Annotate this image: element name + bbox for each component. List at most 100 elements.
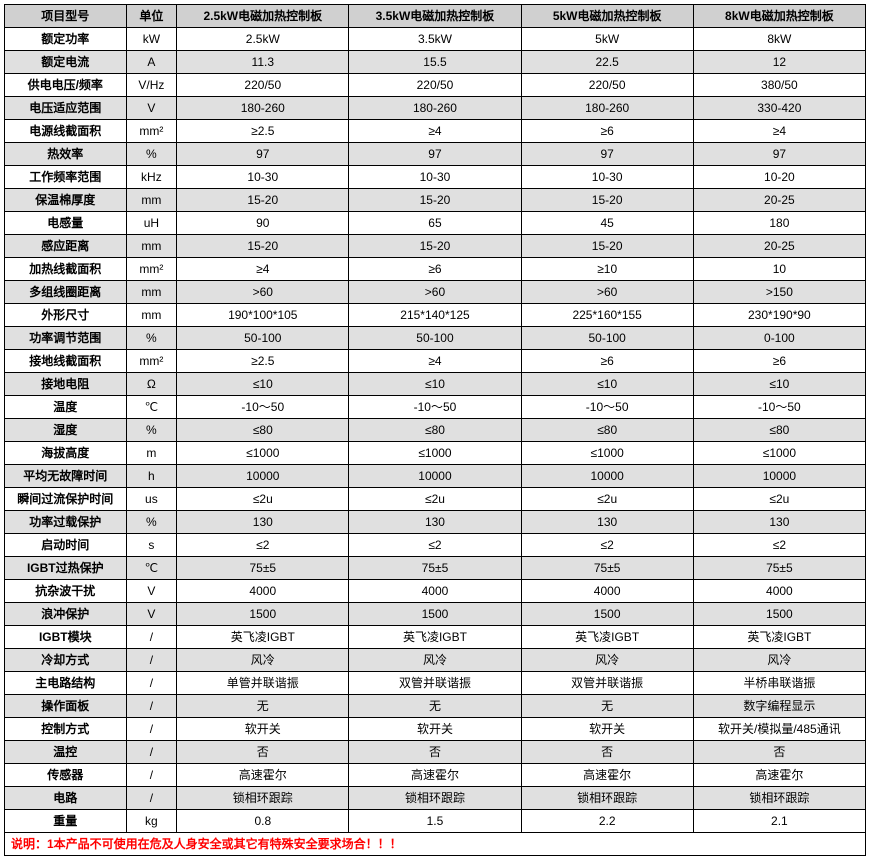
table-row: 保温棉厚度mm15-2015-2015-2020-25 <box>5 189 866 212</box>
cell-name: 外形尺寸 <box>5 304 127 327</box>
cell-unit: mm² <box>126 350 177 373</box>
cell-c35: 英飞凌IGBT <box>349 626 521 649</box>
cell-c5: ≤10 <box>521 373 693 396</box>
cell-c8: >150 <box>693 281 865 304</box>
cell-name: 主电路结构 <box>5 672 127 695</box>
header-c25: 2.5kW电磁加热控制板 <box>177 5 349 28</box>
cell-c25: ≤2 <box>177 534 349 557</box>
table-row: IGBT模块/英飞凌IGBT英飞凌IGBT英飞凌IGBT英飞凌IGBT <box>5 626 866 649</box>
cell-c25: 10000 <box>177 465 349 488</box>
cell-c25: 软开关 <box>177 718 349 741</box>
cell-c8: ≥6 <box>693 350 865 373</box>
cell-c35: 锁相环跟踪 <box>349 787 521 810</box>
cell-c35: ≥6 <box>349 258 521 281</box>
cell-unit: mm² <box>126 120 177 143</box>
cell-unit: V <box>126 580 177 603</box>
header-name: 项目型号 <box>5 5 127 28</box>
cell-c35: 10-30 <box>349 166 521 189</box>
cell-name: 控制方式 <box>5 718 127 741</box>
cell-unit: uH <box>126 212 177 235</box>
cell-name: 瞬间过流保护时间 <box>5 488 127 511</box>
cell-c25: 15-20 <box>177 235 349 258</box>
cell-name: 多组线圈距离 <box>5 281 127 304</box>
cell-c5: 否 <box>521 741 693 764</box>
cell-c35: 软开关 <box>349 718 521 741</box>
cell-name: 重量 <box>5 810 127 833</box>
cell-c8: 英飞凌IGBT <box>693 626 865 649</box>
cell-name: 浪冲保护 <box>5 603 127 626</box>
cell-name: 保温棉厚度 <box>5 189 127 212</box>
cell-c5: 15-20 <box>521 189 693 212</box>
cell-c25: ≤1000 <box>177 442 349 465</box>
cell-c25: 190*100*105 <box>177 304 349 327</box>
cell-unit: / <box>126 672 177 695</box>
cell-c25: ≤80 <box>177 419 349 442</box>
table-row: 额定电流A11.315.522.512 <box>5 51 866 74</box>
cell-c5: ≥6 <box>521 120 693 143</box>
cell-c35: 15-20 <box>349 189 521 212</box>
cell-c35: 65 <box>349 212 521 235</box>
cell-unit: / <box>126 718 177 741</box>
cell-c25: 10-30 <box>177 166 349 189</box>
table-row: 多组线圈距离mm>60>60>60>150 <box>5 281 866 304</box>
cell-c8: 130 <box>693 511 865 534</box>
cell-c35: 否 <box>349 741 521 764</box>
cell-c25: 0.8 <box>177 810 349 833</box>
table-row: 接地线截面积mm²≥2.5≥4≥6≥6 <box>5 350 866 373</box>
cell-c5: 130 <box>521 511 693 534</box>
cell-name: 平均无故障时间 <box>5 465 127 488</box>
cell-unit: / <box>126 787 177 810</box>
cell-c5: 锁相环跟踪 <box>521 787 693 810</box>
cell-c5: 10-30 <box>521 166 693 189</box>
table-row: 功率过载保护%130130130130 <box>5 511 866 534</box>
table-row: 海拔高度m≤1000≤1000≤1000≤1000 <box>5 442 866 465</box>
cell-c8: 10 <box>693 258 865 281</box>
cell-name: 冷却方式 <box>5 649 127 672</box>
table-row: 浪冲保护V1500150015001500 <box>5 603 866 626</box>
cell-c25: 75±5 <box>177 557 349 580</box>
cell-c5: 10000 <box>521 465 693 488</box>
table-row: 功率调节范围%50-10050-10050-1000-100 <box>5 327 866 350</box>
cell-c8: ≤10 <box>693 373 865 396</box>
cell-c35: 15.5 <box>349 51 521 74</box>
header-unit: 单位 <box>126 5 177 28</box>
cell-c25: ≤10 <box>177 373 349 396</box>
cell-c35: ≤10 <box>349 373 521 396</box>
cell-c35: 215*140*125 <box>349 304 521 327</box>
cell-c5: 97 <box>521 143 693 166</box>
table-row: 额定功率kW2.5kW3.5kW5kW8kW <box>5 28 866 51</box>
cell-c5: 22.5 <box>521 51 693 74</box>
spec-table: 项目型号 单位 2.5kW电磁加热控制板 3.5kW电磁加热控制板 5kW电磁加… <box>4 4 866 856</box>
cell-name: 操作面板 <box>5 695 127 718</box>
cell-c8: ≤80 <box>693 419 865 442</box>
cell-c35: ≤2u <box>349 488 521 511</box>
cell-name: 电源线截面积 <box>5 120 127 143</box>
cell-c25: 单管并联谐振 <box>177 672 349 695</box>
cell-unit: Ω <box>126 373 177 396</box>
cell-c35: ≤1000 <box>349 442 521 465</box>
cell-c35: -10～50 <box>349 396 521 419</box>
cell-c8: 软开关/模拟量/485通讯 <box>693 718 865 741</box>
cell-unit: mm <box>126 235 177 258</box>
cell-name: 热效率 <box>5 143 127 166</box>
cell-unit: ℃ <box>126 557 177 580</box>
cell-name: 温控 <box>5 741 127 764</box>
cell-c35: 220/50 <box>349 74 521 97</box>
table-row: 感应距离mm15-2015-2015-2020-25 <box>5 235 866 258</box>
cell-c25: 15-20 <box>177 189 349 212</box>
cell-name: IGBT模块 <box>5 626 127 649</box>
table-row: IGBT过热保护℃75±575±575±575±5 <box>5 557 866 580</box>
cell-c8: 75±5 <box>693 557 865 580</box>
cell-unit: V/Hz <box>126 74 177 97</box>
cell-c35: ≥4 <box>349 120 521 143</box>
table-row: 电感量uH906545180 <box>5 212 866 235</box>
cell-c25: 锁相环跟踪 <box>177 787 349 810</box>
cell-c8: 4000 <box>693 580 865 603</box>
header-c8: 8kW电磁加热控制板 <box>693 5 865 28</box>
table-row: 电路/锁相环跟踪锁相环跟踪锁相环跟踪锁相环跟踪 <box>5 787 866 810</box>
cell-c5: 220/50 <box>521 74 693 97</box>
cell-c35: 1.5 <box>349 810 521 833</box>
cell-c8: 半桥串联谐振 <box>693 672 865 695</box>
cell-name: 加热线截面积 <box>5 258 127 281</box>
table-row: 平均无故障时间h10000100001000010000 <box>5 465 866 488</box>
